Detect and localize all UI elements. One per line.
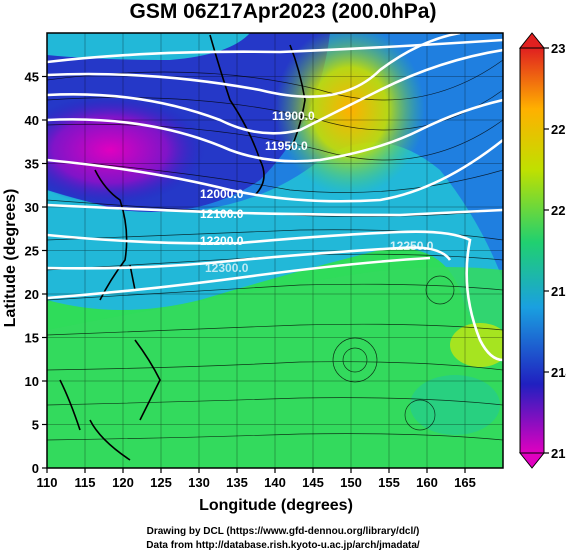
y-tick-label: 5 <box>32 418 39 433</box>
contour-label-12200: 12200.0 <box>200 234 244 248</box>
y-tick-label: 45 <box>25 70 39 85</box>
colorbar-bottom-arrow <box>518 452 546 469</box>
contour-label-12100: 12100.0 <box>200 207 244 221</box>
y-axis-label: Latitude (degrees) <box>2 189 19 328</box>
x-tick-label: 125 <box>150 475 172 490</box>
colorbar-tick-label: 214 <box>551 365 566 380</box>
contour-labels: 11900.0 11950.0 12000.0 12100.0 12200.0 … <box>200 109 434 275</box>
colorbar-tick-label: 226 <box>551 122 566 137</box>
y-tick-label: 15 <box>25 331 39 346</box>
x-tick-label: 150 <box>340 475 362 490</box>
colorbar-tick-label: 218 <box>551 284 566 299</box>
contour-label-12000: 12000.0 <box>200 187 244 201</box>
x-tick-label: 145 <box>302 475 324 490</box>
x-tick-label: 110 <box>37 475 58 490</box>
y-tick-label: 40 <box>25 113 39 128</box>
colorbar: 210 214 218 222 226 230 <box>518 32 566 469</box>
y-tick-label: 30 <box>25 200 39 215</box>
x-tick-label: 155 <box>378 475 400 490</box>
contour-label-12300: 12300.0 <box>205 261 249 275</box>
height-contours <box>47 33 503 362</box>
contour-label-12250: 12250.0 <box>390 239 434 253</box>
x-tick-label: 130 <box>188 475 210 490</box>
x-tick-label: 115 <box>75 475 96 490</box>
y-tick-label: 20 <box>25 287 39 302</box>
colorbar-tick-label: 230 <box>551 41 566 56</box>
y-tick-label: 0 <box>32 461 39 476</box>
x-axis-label: Longitude (degrees) <box>199 497 353 514</box>
colorbar-tick-label: 210 <box>551 446 566 461</box>
x-tick-label: 135 <box>226 475 248 490</box>
contour-label-11900: 11900.0 <box>272 109 315 123</box>
y-tick-label: 35 <box>25 157 39 172</box>
credit-data: Data from http://database.rish.kyoto-u.a… <box>146 540 420 551</box>
y-axis: 0 5 10 15 20 25 30 35 40 45 <box>25 70 47 476</box>
coastlines <box>59 34 306 461</box>
x-tick-label: 120 <box>112 475 134 490</box>
map-title: GSM 06Z17Apr2023 (200.0hPa) <box>129 0 437 23</box>
grid <box>46 33 503 469</box>
y-tick-label: 10 <box>25 374 39 389</box>
x-axis: 110 115 120 125 130 135 140 145 150 155 160 165 <box>37 468 476 490</box>
colorbar-tick-label: 222 <box>551 203 566 218</box>
colorbar-top-arrow <box>518 32 546 49</box>
contour-label-11950: 11950.0 <box>265 139 308 153</box>
x-tick-label: 165 <box>454 475 476 490</box>
credit-drawing: Drawing by DCL (https://www.gfd-dennou.o… <box>146 526 420 537</box>
colorbar-scale <box>519 47 545 454</box>
x-tick-label: 140 <box>264 475 286 490</box>
x-tick-label: 160 <box>416 475 438 490</box>
y-tick-label: 25 <box>25 244 39 259</box>
